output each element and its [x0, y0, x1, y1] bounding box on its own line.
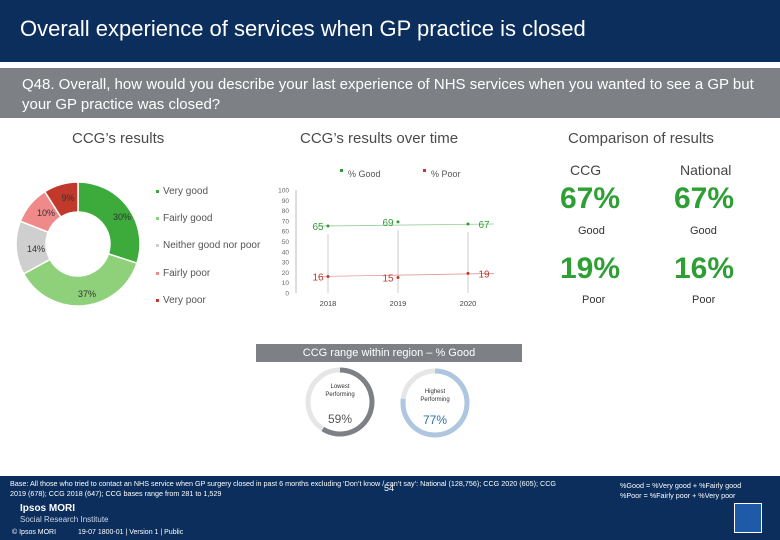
series-good-point: [396, 220, 400, 224]
series-good-point: [466, 222, 470, 226]
good-definition: %Good = %Very good + %Fairly good: [620, 481, 742, 490]
comparison-national-heading: National: [680, 162, 732, 178]
donut-label-neither: 14%: [27, 244, 45, 254]
trend-chart: 0 10 20 30 40 50 60 70 80 90 100 2018 2019 2020 65 69 6…: [278, 169, 495, 308]
range-bar: CCG range within region – % Good: [256, 344, 522, 362]
y-tick-label: 60: [282, 229, 290, 236]
legend-good-label: % Good: [348, 169, 381, 179]
series-poor-line: [317, 273, 495, 277]
ipsos-logo-icon: [734, 503, 762, 533]
logo-line1: Ipsos MORI: [20, 503, 76, 514]
y-tick-label: 30: [282, 260, 290, 267]
national-good-value: 67%: [674, 182, 735, 215]
donut-label-very-poor: 9%: [61, 193, 74, 203]
series-poor-point: [466, 271, 470, 275]
series-good-line: [317, 223, 495, 227]
trend-legend: % Good % Poor: [340, 169, 461, 179]
ccg-results-heading: CCG’s results: [72, 130, 165, 147]
legend-fairly-poor: Fairly poor: [156, 268, 210, 279]
national-poor-value: 16%: [674, 252, 735, 285]
page-number: 54: [384, 483, 395, 493]
highest-value: 77%: [423, 413, 447, 427]
donut-label-very-good: 30%: [113, 212, 131, 222]
range-gauges: Lowest Performing 59% Highest Performing…: [305, 367, 470, 438]
legend-good-swatch: [340, 169, 343, 172]
series-poor-label: 19: [478, 269, 490, 280]
legend-fairly-good-label: Fairly good: [163, 213, 213, 224]
legend-neither-swatch: [156, 243, 159, 247]
legend-fairly-good-swatch: [156, 216, 159, 220]
base-note: Base: All those who tried to contact an …: [10, 479, 556, 498]
donut-slice-very-poor: [43, 181, 79, 219]
lowest-gauge-fill: [321, 367, 375, 437]
legend-neither: Neither good nor poor: [156, 240, 260, 251]
poor-definition: %Poor = %Fairly poor + %Very poor: [620, 491, 736, 500]
y-tick-label: 10: [282, 280, 290, 287]
question-box: Q48. Overall, how would you describe you…: [0, 68, 780, 118]
title-bar: Overall experience of services when GP p…: [0, 0, 780, 62]
legend-very-good-swatch: [156, 189, 159, 193]
highest-label-line1: Highest: [425, 389, 446, 395]
donut-slice-fairly-good: [22, 252, 138, 307]
ccg-poor-value: 19%: [560, 252, 621, 285]
comparison-ccg-heading: CCG: [570, 162, 602, 178]
ccg-good-value: 67%: [560, 182, 621, 215]
y-tick-label: 90: [282, 198, 290, 205]
donut-chart: 30% 37% 14% 10% 9%: [15, 181, 141, 307]
x-tick-label: 2019: [390, 299, 407, 308]
series-good-label: 67: [478, 220, 490, 231]
legend-very-good: Very good: [156, 186, 208, 197]
over-time-heading: CCG’s results over time: [300, 130, 459, 147]
highest-gauge-fill: [400, 368, 470, 438]
y-tick-label: 80: [282, 208, 290, 215]
x-tick-label: 2020: [460, 299, 477, 308]
legend-very-poor-label: Very poor: [163, 295, 206, 306]
lowest-value: 59%: [328, 412, 352, 426]
legend-neither-label: Neither good nor poor: [163, 240, 261, 251]
y-tick-label: 100: [278, 188, 289, 195]
lowest-label-line2: Performing: [325, 392, 354, 398]
donut-label-fairly-poor: 10%: [37, 208, 55, 218]
series-poor-point: [326, 275, 330, 279]
legend-very-good-label: Very good: [163, 186, 209, 197]
series-good-label: 69: [382, 218, 394, 229]
highest-label-line2: Performing: [420, 397, 449, 403]
legend-fairly-poor-swatch: [156, 271, 159, 275]
definitions: %Good = %Very good + %Fairly good %Poor …: [620, 481, 741, 501]
series-poor-point: [396, 276, 400, 280]
national-good-label: Good: [690, 225, 717, 237]
y-tick-label: 70: [282, 218, 290, 225]
ccg-good-label: Good: [578, 225, 605, 237]
legend-very-poor: Very poor: [156, 295, 206, 306]
donut-slice-very-good: [77, 181, 141, 265]
lowest-label-line1: Lowest: [330, 384, 349, 390]
legend-fairly-good: Fairly good: [156, 213, 212, 224]
y-tick-label: 40: [282, 249, 290, 256]
logo-line2: Social Research Institute: [20, 515, 109, 524]
ccg-poor-label: Poor: [582, 294, 606, 306]
footer-bar: [0, 476, 780, 540]
page-title: Overall experience of services when GP p…: [20, 16, 586, 41]
legend-poor-swatch: [423, 169, 426, 172]
donut-label-fairly-good: 37%: [78, 289, 96, 299]
y-tick-label: 0: [285, 291, 289, 298]
y-tick-label: 20: [282, 270, 290, 277]
legend-fairly-poor-label: Fairly poor: [163, 268, 211, 279]
comparison-heading: Comparison of results: [568, 130, 714, 147]
question-text: Q48. Overall, how would you describe you…: [22, 76, 754, 113]
series-poor-label: 15: [382, 274, 394, 285]
series-good-point: [326, 224, 330, 228]
series-good-label: 65: [312, 222, 324, 233]
copyright: © Ipsos MORI: [12, 529, 57, 536]
series-poor-label: 16: [312, 273, 324, 284]
legend-very-poor-swatch: [156, 298, 159, 302]
version: 19-07 1800-01 | Version 1 | Public: [78, 529, 184, 536]
x-tick-label: 2018: [320, 299, 337, 308]
legend-poor-label: % Poor: [431, 169, 461, 179]
y-tick-label: 50: [282, 239, 290, 246]
national-poor-label: Poor: [692, 294, 716, 306]
